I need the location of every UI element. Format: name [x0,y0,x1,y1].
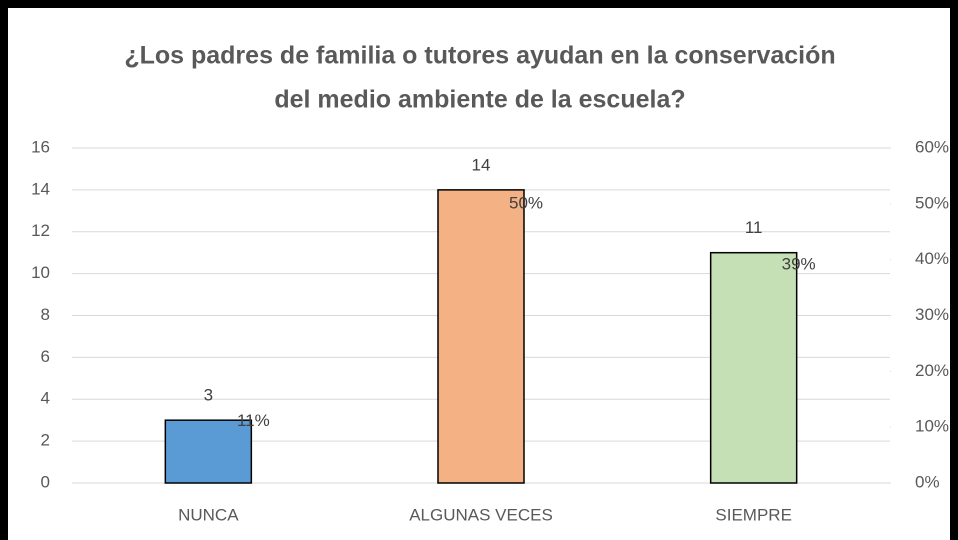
percent-label: 11% [237,411,270,430]
bar [164,419,253,484]
y-tick-label: 16 [31,137,50,156]
x-tick-label: NUNCA [178,505,239,524]
y-tick-label: 8 [41,305,50,324]
percent-label: 50% [509,193,543,212]
y-tick-label: 10 [31,263,50,282]
y-tick-label: 2 [41,431,50,450]
y2-tick-label: 30% [915,305,949,324]
y-tick-label: 0 [41,472,50,491]
y2-tick-label: 40% [915,249,949,268]
bar [437,189,525,484]
y-tick-label: 4 [41,389,50,408]
y-tick-label: 12 [31,221,50,240]
bar [709,251,798,484]
y2-tick-label: 60% [915,137,949,156]
chart-title: del medio ambiente de la escuela? [274,86,685,114]
percent-label: 39% [782,255,816,274]
chart-title: ¿Los padres de familia o tutores ayudan … [124,42,835,70]
x-tick-label: SIEMPRE [715,505,792,524]
x-tick-label: ALGUNAS VECES [409,505,553,524]
data-label: 3 [204,386,213,405]
data-label: 14 [472,155,491,174]
data-label: 11 [745,218,763,237]
y-tick-label: 14 [31,179,50,198]
y2-tick-label: 50% [915,193,949,212]
y2-tick-label: 10% [915,417,949,436]
y2-tick-label: 0% [915,472,940,491]
y2-tick-label: 20% [915,361,949,380]
y-tick-label: 6 [41,347,50,366]
